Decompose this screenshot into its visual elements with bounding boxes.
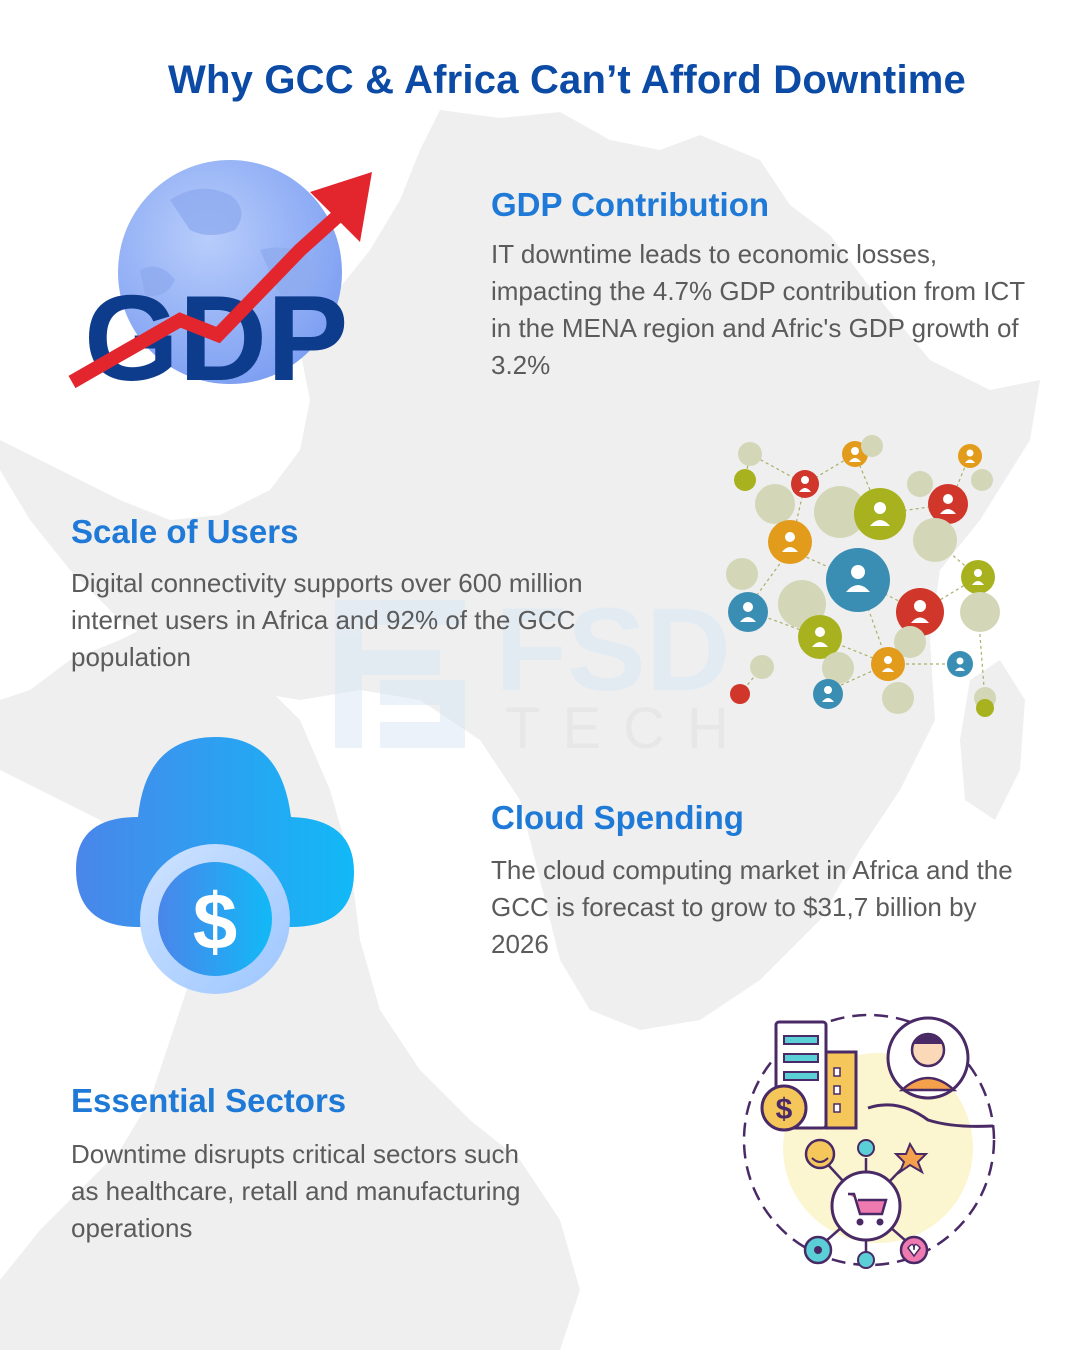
user-network-icon (726, 435, 1000, 717)
cloud-text: The cloud computing market in Africa and… (491, 855, 1013, 959)
users-text: Digital connectivity supports over 600 m… (71, 568, 583, 672)
page-title: Why GCC & Africa Can’t Afford Downtime (168, 58, 966, 102)
dollar-symbol: $ (193, 877, 238, 966)
watermark-brand: FSD (495, 584, 731, 716)
gdp-growth-icon: GDP (68, 160, 372, 400)
gdp-text: IT downtime leads to economic losses, im… (491, 239, 1025, 380)
sectors-heading: Essential Sectors (71, 1082, 347, 1119)
sectors-text: Downtime disrupts critical sectors such … (71, 1139, 521, 1243)
gdp-heading: GDP Contribution (491, 186, 770, 223)
watermark-sub: TECH (505, 696, 751, 761)
coin-dollar-symbol: $ (776, 1093, 793, 1126)
essential-sectors-icon: $ (742, 1013, 996, 1269)
cloud-dollar-icon: $ (76, 737, 354, 994)
cloud-heading: Cloud Spending (491, 799, 744, 836)
users-heading: Scale of Users (71, 513, 299, 550)
